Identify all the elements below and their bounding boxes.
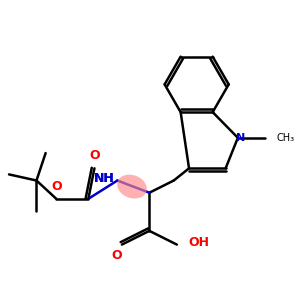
Text: O: O [51,180,62,193]
Text: O: O [90,148,101,162]
Text: NH: NH [94,172,115,185]
Ellipse shape [117,175,147,199]
Text: OH: OH [188,236,209,249]
Text: NH: NH [94,172,115,185]
Text: N: N [236,133,245,143]
Text: O: O [111,249,122,262]
Text: CH₃: CH₃ [277,133,295,143]
